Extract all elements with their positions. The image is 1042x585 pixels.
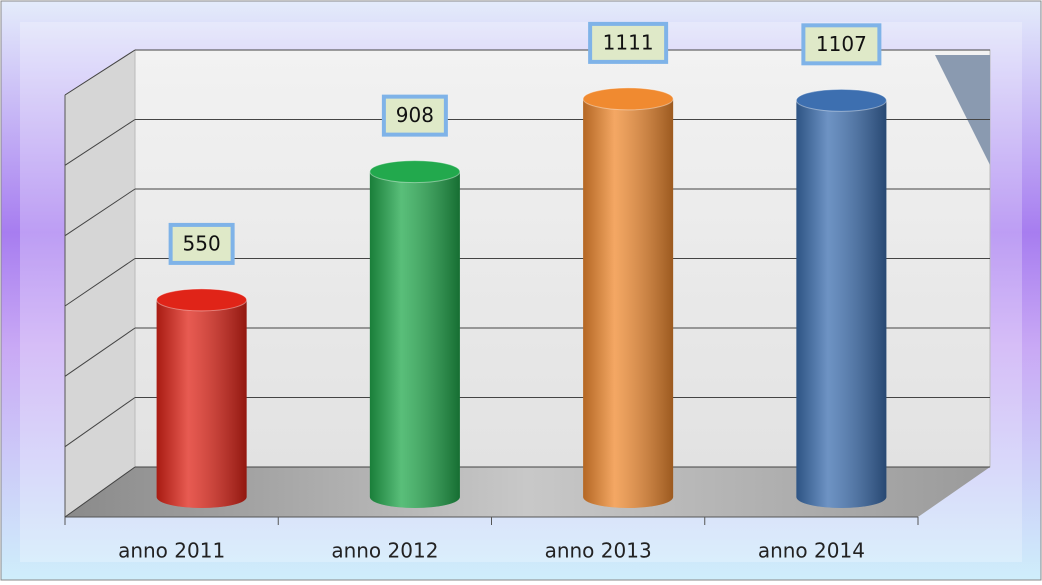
grid-line (64, 188, 136, 237)
value-label: 550 (183, 231, 221, 255)
floor (65, 467, 990, 517)
x-tick-label: anno 2014 (758, 539, 865, 563)
bar (582, 87, 674, 509)
bar-part (156, 288, 248, 312)
value-label: 908 (396, 103, 434, 127)
x-tick-label: anno 2012 (331, 539, 438, 563)
grid-line (64, 466, 136, 518)
grid-line (64, 327, 136, 377)
bar-part (582, 87, 674, 111)
grid-line (64, 397, 136, 448)
bar-part (796, 100, 887, 509)
bar (369, 160, 461, 509)
value-label: 1111 (603, 30, 654, 54)
grid-line (64, 49, 136, 96)
bar-part (369, 171, 460, 509)
bar-part (795, 88, 887, 112)
value-label: 1107 (816, 32, 867, 56)
side-wall (64, 49, 136, 518)
bar-part (156, 299, 247, 509)
value-label-box (588, 21, 669, 64)
grid-line (64, 258, 136, 307)
bar (795, 88, 887, 509)
corner-decoration (935, 55, 990, 165)
value-label-box (381, 94, 448, 137)
x-tick-label: anno 2013 (545, 539, 652, 563)
bar (156, 288, 248, 509)
x-tick-label: anno 2011 (118, 539, 225, 563)
grid-line (64, 119, 136, 166)
value-label-box (168, 222, 235, 265)
bar-part (583, 98, 674, 509)
bar-part (369, 160, 461, 184)
value-label-box (801, 23, 882, 66)
